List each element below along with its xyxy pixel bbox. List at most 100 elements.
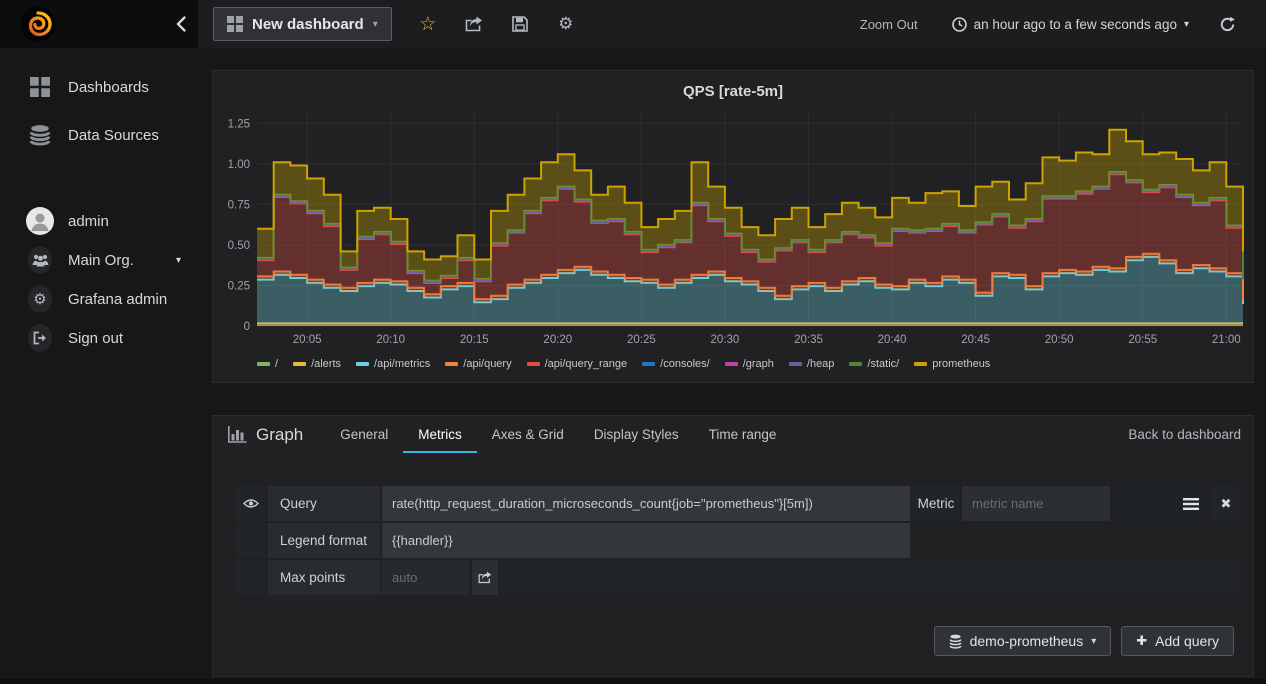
query-label: Query	[268, 486, 380, 521]
sidebar-item-label: Grafana admin	[68, 290, 168, 308]
dashboard-picker-button[interactable]: New dashboard ▾	[213, 7, 392, 41]
plus-icon: ✚	[1136, 633, 1148, 648]
svg-text:20:25: 20:25	[627, 334, 656, 346]
legend-item[interactable]: /graph	[724, 358, 774, 370]
svg-text:0.50: 0.50	[228, 240, 250, 252]
panel-editor: Graph General Metrics Axes & Grid Displa…	[212, 415, 1254, 677]
svg-text:20:50: 20:50	[1045, 334, 1074, 346]
legend-item[interactable]: /api/query	[445, 358, 512, 370]
metric-input-cell	[962, 486, 1110, 521]
legend-format-label: Legend format	[268, 523, 380, 558]
svg-text:20:05: 20:05	[293, 334, 322, 346]
sidebar-item-dashboards[interactable]: Dashboards	[0, 70, 210, 104]
metric-label: Metric	[912, 486, 960, 521]
tab-time-range[interactable]: Time range	[708, 427, 777, 442]
legend-item[interactable]: /api/query_range	[526, 358, 627, 370]
sidebar-item-data-sources[interactable]: Data Sources	[0, 118, 210, 152]
legend-format-input-cell	[382, 523, 910, 558]
max-points-input[interactable]	[382, 570, 470, 585]
legend-item[interactable]: prometheus	[914, 358, 990, 370]
menu-icon	[1183, 497, 1199, 510]
svg-text:1.00: 1.00	[228, 159, 250, 171]
gear-icon: ⚙	[28, 285, 52, 313]
legend-series-label: prometheus	[932, 358, 991, 370]
legend-series-label: /api/query	[463, 358, 512, 370]
legend-format-input[interactable]	[382, 533, 910, 548]
dashboard-title: New dashboard	[252, 15, 364, 33]
user-avatar	[26, 207, 54, 235]
legend-color-dash	[642, 362, 656, 366]
max-points-row: Max points	[236, 560, 1239, 595]
tab-metrics[interactable]: Metrics	[403, 416, 477, 453]
row-spacer-cell	[236, 523, 266, 558]
chevron-down-icon: ▾	[1091, 635, 1097, 647]
zoom-out-button[interactable]: Zoom Out	[859, 16, 918, 32]
export-query-button[interactable]	[472, 560, 498, 595]
legend-color-dash	[849, 362, 863, 366]
back-to-dashboard-link[interactable]: Back to dashboard	[1128, 427, 1241, 442]
add-query-button[interactable]: ✚ Add query	[1121, 626, 1234, 656]
legend-item[interactable]: /consoles/	[642, 358, 710, 370]
legend-color-dash	[445, 362, 459, 366]
legend-item[interactable]: /alerts	[293, 358, 341, 370]
sidebar-item-org[interactable]: Main Org. ▾	[0, 243, 210, 277]
database-icon	[949, 634, 962, 649]
refresh-icon[interactable]	[1219, 16, 1236, 33]
svg-text:20:55: 20:55	[1128, 334, 1157, 346]
star-dashboard-icon[interactable]: ☆	[419, 13, 437, 35]
sidebar-item-profile[interactable]: admin	[0, 204, 210, 238]
query-menu-button[interactable]	[1183, 497, 1199, 510]
tab-axes-grid[interactable]: Axes & Grid	[491, 427, 564, 442]
legend-item[interactable]: /	[257, 358, 278, 370]
share-icon[interactable]	[464, 16, 484, 32]
legend-series-label: /alerts	[311, 358, 342, 370]
remove-query-button[interactable]: ✖	[1213, 486, 1239, 521]
sidebar-item-sign-out[interactable]: Sign out	[0, 321, 210, 355]
panel-type-label: Graph	[256, 424, 304, 444]
legend-series-label: /consoles/	[660, 358, 710, 370]
svg-text:1.25: 1.25	[228, 118, 250, 130]
svg-text:20:40: 20:40	[878, 334, 907, 346]
datasource-selector-button[interactable]: demo-prometheus ▾	[933, 626, 1112, 656]
legend-color-dash	[257, 362, 270, 366]
panel-editor-header: Graph General Metrics Axes & Grid Displa…	[213, 416, 1253, 453]
grafana-logo-icon[interactable]	[20, 6, 56, 42]
query-expression-input[interactable]	[382, 496, 910, 511]
svg-text:0: 0	[244, 321, 250, 333]
time-range-picker[interactable]: an hour ago to a few seconds ago ▾	[951, 16, 1189, 32]
legend-series-label: /	[275, 358, 279, 370]
page-bottom-strip	[0, 679, 1266, 684]
database-icon	[28, 124, 52, 146]
max-points-row-spacer	[500, 560, 1239, 595]
tab-general[interactable]: General	[340, 427, 389, 442]
legend-item[interactable]: /api/metrics	[356, 358, 430, 370]
time-range-label: an hour ago to a few seconds ago	[973, 16, 1177, 32]
panel-title: QPS [rate-5m]	[682, 83, 784, 100]
sign-out-icon	[28, 324, 52, 352]
query-editor-table: Query Metric ✖ Legend	[236, 486, 1239, 597]
legend-item[interactable]: /heap	[788, 358, 834, 370]
svg-text:20:10: 20:10	[376, 334, 405, 346]
editor-tabs: General Metrics Axes & Grid Display Styl…	[325, 416, 791, 453]
svg-text:0.75: 0.75	[228, 199, 250, 211]
toggle-query-visibility-button[interactable]	[236, 486, 266, 521]
max-points-input-cell	[382, 560, 470, 595]
sidebar-item-label: Main Org.	[68, 251, 134, 269]
sidebar-item-grafana-admin[interactable]: ⚙ Grafana admin	[0, 282, 210, 316]
svg-text:20:15: 20:15	[460, 334, 489, 346]
svg-text:20:35: 20:35	[794, 334, 823, 346]
sidebar-item-label: admin	[68, 212, 109, 230]
eye-icon	[243, 499, 259, 508]
legend-series-label: /api/metrics	[374, 358, 431, 370]
qps-chart[interactable]: 0 0.25 0.50 0.75 1.00 1.25 20:05 20:10 20:15 20:2…	[217, 104, 1249, 356]
save-icon[interactable]	[510, 16, 530, 32]
settings-gear-icon[interactable]: ⚙	[558, 14, 574, 33]
query-row: Query Metric ✖	[236, 486, 1239, 521]
top-navbar: New dashboard ▾ ☆ ⚙ Zoom Out an hour ago…	[0, 0, 1266, 48]
users-group-icon	[28, 246, 52, 274]
tab-display-styles[interactable]: Display Styles	[593, 427, 679, 442]
collapse-sidebar-chevron-icon[interactable]	[172, 14, 192, 34]
sidebar-item-label: Sign out	[68, 329, 124, 347]
legend-item[interactable]: /static/	[849, 358, 899, 370]
metric-name-input[interactable]	[962, 496, 1110, 511]
